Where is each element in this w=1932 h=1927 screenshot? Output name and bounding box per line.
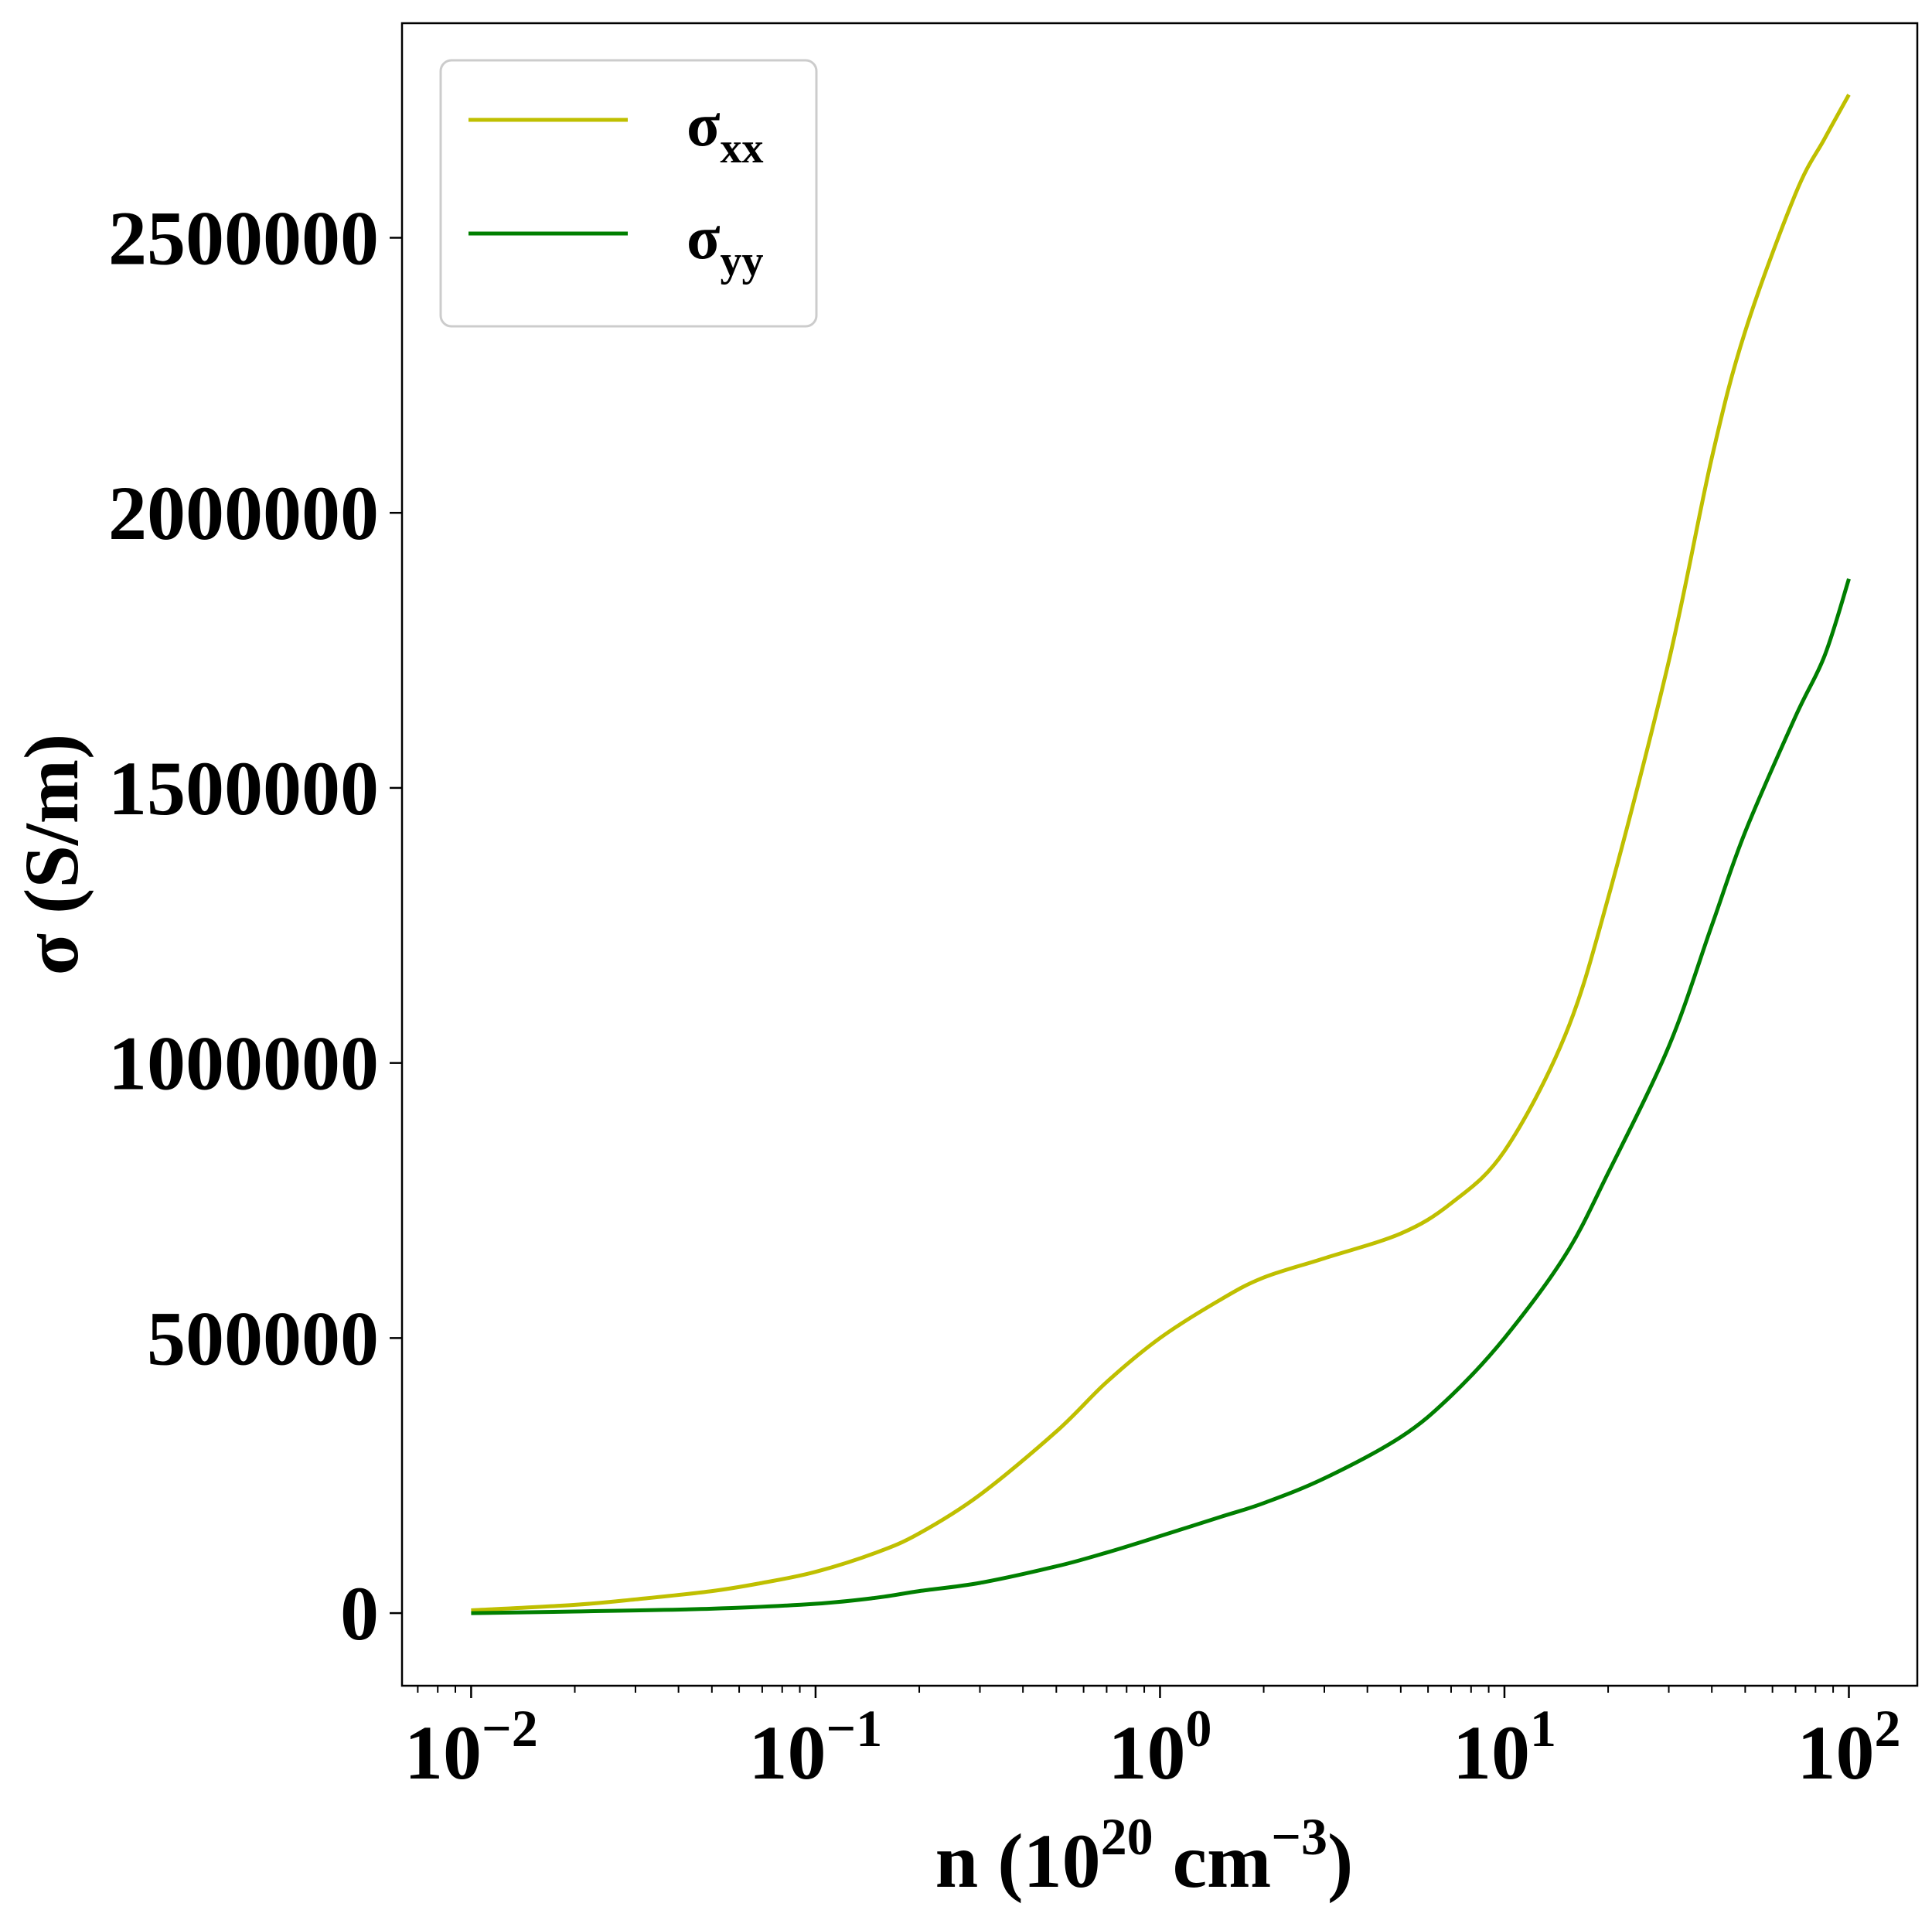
- x-tick-label: 10−2: [404, 1699, 538, 1796]
- legend-label-sigma-xx: σxx: [687, 91, 764, 172]
- legend-label-sigma-yy: σyy: [687, 204, 764, 285]
- y-tick-label: 0: [340, 1571, 379, 1656]
- x-axis-label: n (1020 cm−3): [935, 1807, 1354, 1904]
- legend-symbol: σ: [687, 204, 721, 272]
- plot-frame: [400, 22, 1919, 1687]
- legend-symbol: σ: [687, 91, 721, 159]
- y-tick-label: 1500000: [108, 745, 379, 831]
- legend-box: [439, 59, 818, 328]
- y-tick-label: 500000: [147, 1295, 379, 1381]
- x-tick-label: 102: [1797, 1699, 1900, 1796]
- legend-subscript: xx: [721, 124, 764, 172]
- series-line-yy: [471, 578, 1851, 1615]
- x-tick-label: 101: [1453, 1699, 1556, 1796]
- legend: σxx σyy: [439, 59, 818, 328]
- y-tick-label: 1000000: [108, 1021, 379, 1107]
- series-line-xx: [471, 94, 1851, 1612]
- y-axis-label: σ (S/m): [9, 734, 94, 976]
- y-tick-label: 2500000: [108, 195, 379, 281]
- x-tick-label: 100: [1108, 1699, 1211, 1796]
- x-tick-label: 10−1: [749, 1699, 883, 1796]
- y-axis-ticks: 0 500000 1000000 1500000 2000000 2500000: [108, 195, 402, 1656]
- y-tick-label: 2000000: [108, 470, 379, 556]
- legend-subscript: yy: [721, 237, 764, 285]
- series-layer: [471, 94, 1851, 1615]
- x-axis-ticks: 10−2 10−1 100 101 102: [404, 1686, 1900, 1796]
